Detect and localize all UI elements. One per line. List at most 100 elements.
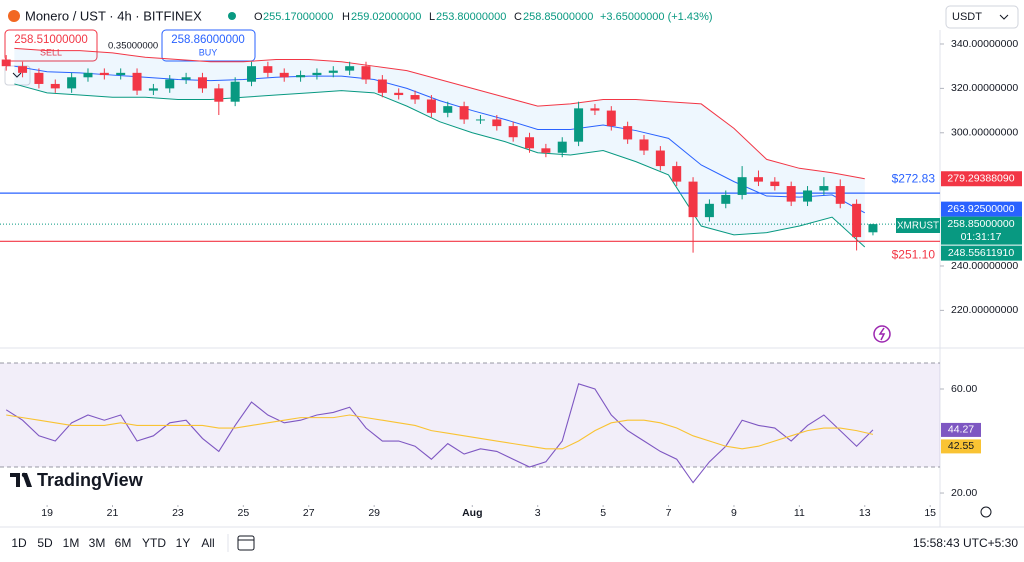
x-tick-label: 9 (731, 507, 737, 519)
range-button[interactable]: All (201, 536, 214, 550)
candle-body (263, 66, 273, 73)
currency[interactable]: USDT (952, 11, 982, 23)
sell-price[interactable]: 258.51000000 (14, 34, 88, 46)
market-status (228, 12, 236, 20)
x-tick-label: 11 (794, 507, 805, 519)
high-value: 259.02000000 (351, 11, 421, 23)
rsi-line (5, 383, 874, 484)
candle-body (214, 88, 224, 102)
candle-body (492, 119, 502, 127)
candle-body (852, 203, 862, 238)
value-tag-label: 44.27 (948, 424, 974, 436)
candle-body (426, 99, 436, 113)
x-tick-label: 25 (237, 507, 249, 519)
candle-body (459, 106, 469, 120)
value-tag-label: 42.55 (948, 440, 974, 452)
candle-body (704, 203, 714, 218)
range-button[interactable]: 3M (89, 536, 106, 550)
buy-button[interactable] (161, 29, 256, 62)
countdown: 01:31:17 (961, 231, 1002, 243)
x-tick-label: 13 (859, 507, 871, 519)
alert-bolt (878, 327, 886, 341)
y-tick-label: 240.00000000 (951, 260, 1018, 272)
close-value: 258.85000000 (523, 11, 593, 23)
candle-body (328, 70, 338, 73)
candle-body (672, 166, 682, 182)
candle-body (247, 66, 257, 82)
open-value: 255.17000000 (263, 11, 333, 23)
candle-body (83, 72, 93, 78)
sell-label[interactable]: SELL (40, 47, 62, 57)
candle-body (377, 79, 387, 93)
ticker-tag (896, 218, 940, 233)
candle-body (786, 186, 796, 202)
candle-body (655, 150, 665, 167)
x-tick-label: 29 (368, 507, 380, 519)
horizontal-line-label: $272.83 (892, 171, 936, 185)
x-tick-label: 7 (666, 507, 672, 519)
alert-icon[interactable] (873, 325, 891, 343)
price-tag (941, 201, 1022, 217)
price-tag (941, 216, 1022, 245)
range-button[interactable]: 1M (63, 536, 80, 550)
candle-body (18, 66, 28, 73)
range-button[interactable]: YTD (142, 536, 166, 550)
logo-dot (21, 472, 27, 478)
buy-label[interactable]: BUY (199, 47, 218, 57)
candle-body (868, 224, 878, 233)
value-tag (941, 422, 981, 437)
spread: 0.35000000 (108, 41, 158, 52)
candle-body (50, 83, 60, 89)
candle-body (688, 181, 698, 218)
date-range-icon[interactable] (237, 535, 255, 551)
symbol: Monero / UST · 4h · BITFINEX (25, 8, 202, 23)
price-tag (941, 171, 1022, 187)
candle-body (475, 119, 485, 121)
y-tick-label: 320.00000000 (951, 82, 1018, 94)
low-value: 253.80000000 (436, 11, 506, 23)
candle-body (623, 126, 633, 140)
candle-body (34, 72, 44, 84)
clock[interactable]: 15:58:43 UTC+5:30 (913, 536, 1018, 550)
rsi-ma-line (6, 414, 874, 450)
sell-button[interactable] (4, 29, 98, 62)
y-tick-label: 60.00 (951, 383, 977, 395)
candle-body (181, 77, 191, 80)
range-button[interactable]: 6M (115, 536, 132, 550)
range-button[interactable]: 1Y (176, 536, 191, 550)
candle-body (606, 110, 616, 127)
currency-caret (999, 14, 1009, 20)
price-tag-label: 258.85000000 (947, 218, 1014, 230)
x-tick-label: 3 (535, 507, 541, 519)
settings-icon[interactable] (980, 506, 992, 518)
candle-body (67, 77, 77, 89)
close-label: C (514, 11, 522, 23)
y-tick-label: 340.00000000 (951, 38, 1018, 50)
range-button[interactable]: 5D (37, 536, 53, 550)
candle-body (197, 77, 207, 89)
candle-body (835, 186, 845, 204)
candle-body (803, 190, 813, 202)
candle-body (753, 177, 763, 182)
candle-body (557, 141, 567, 153)
candle-body (230, 81, 240, 102)
change-value: +3.65000000 (+1.43%) (600, 11, 713, 23)
rsi-band-fill (0, 363, 940, 468)
ticker: XMRUST (897, 221, 939, 232)
candle-body (590, 108, 600, 111)
candle-body (132, 72, 142, 91)
buy-price[interactable]: 258.86000000 (171, 34, 245, 46)
x-tick-label: 27 (303, 507, 315, 519)
candle-body (345, 66, 355, 71)
candle-body (737, 177, 747, 195)
range-button[interactable]: 1D (11, 536, 27, 550)
band-line (14, 65, 866, 214)
candle-body (541, 148, 551, 153)
candle-body (165, 79, 175, 89)
x-tick-label: 19 (41, 507, 53, 519)
high-label: H (342, 11, 350, 23)
low-label: L (429, 11, 435, 23)
open-label: O (254, 11, 263, 23)
currency-button[interactable] (945, 5, 1019, 29)
